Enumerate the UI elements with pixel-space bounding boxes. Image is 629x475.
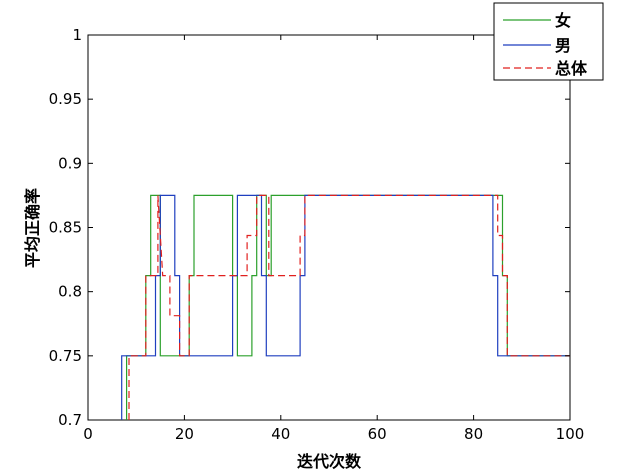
series-line-0 — [125, 194, 570, 420]
legend: 女 男 总体 — [493, 2, 604, 81]
legend-label-female: 女 — [555, 11, 571, 30]
y-axis-title: 平均正确率 — [23, 188, 42, 268]
y-tick-label: 0.75 — [49, 347, 82, 365]
y-tick-label: 0.9 — [58, 154, 82, 172]
legend-label-male: 男 — [555, 36, 571, 55]
x-tick-label: 100 — [556, 425, 585, 443]
x-tick-label: 0 — [83, 425, 93, 443]
y-tick-label: 0.7 — [58, 411, 82, 429]
x-tick-label: 20 — [175, 425, 194, 443]
y-tick-label: 0.95 — [49, 90, 82, 108]
x-tick-label: 80 — [464, 425, 483, 443]
y-axis: 0.7 0.75 0.8 0.85 0.9 0.95 1 — [49, 26, 570, 429]
series-layer — [121, 194, 570, 420]
y-tick-label: 0.8 — [58, 283, 82, 301]
legend-box — [493, 2, 604, 81]
legend-label-overall: 总体 — [555, 59, 588, 78]
y-tick-label: 1 — [72, 26, 82, 44]
x-tick-label: 60 — [368, 425, 387, 443]
x-axis-title: 迭代次数 — [297, 452, 362, 471]
x-tick-label: 40 — [271, 425, 290, 443]
x-axis: 0 20 40 60 80 100 — [83, 35, 584, 443]
y-tick-label: 0.85 — [49, 219, 82, 237]
series-line-2 — [128, 194, 570, 420]
